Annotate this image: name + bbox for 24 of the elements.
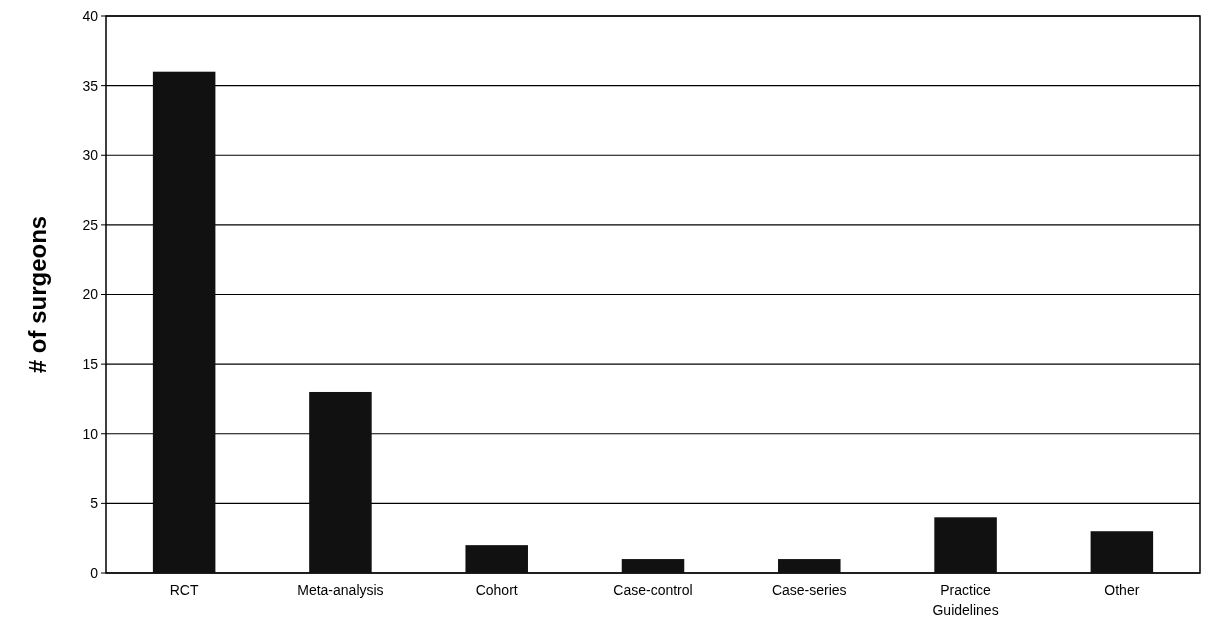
y-tick-label: 35 [82, 77, 99, 94]
y-tick-label: 30 [82, 147, 99, 164]
bar [309, 391, 372, 573]
bar [465, 545, 528, 573]
x-tick-label: Case-control [613, 582, 693, 598]
bar [1090, 531, 1154, 573]
y-tick-label: 40 [82, 7, 99, 24]
x-tick-label: Cohort [475, 582, 518, 598]
bar [934, 517, 997, 573]
y-tick-label: 15 [82, 356, 99, 373]
y-axis-title: # of surgeons [24, 215, 51, 374]
x-tick-label: Meta-analysis [297, 582, 384, 598]
x-tick-label: Case-series [771, 582, 847, 598]
bar [778, 559, 841, 573]
bar [152, 71, 216, 573]
y-tick-label: 5 [90, 495, 99, 512]
bar [621, 559, 685, 573]
x-tick-label: Other [1104, 582, 1140, 598]
y-tick-label: 10 [82, 425, 99, 442]
y-tick-label: 0 [90, 564, 99, 581]
x-tick-label: Practice Guidelines [932, 582, 999, 618]
x-tick-label: RCT [169, 582, 199, 598]
y-tick-label: 20 [82, 286, 99, 303]
y-tick-label: 25 [82, 216, 99, 233]
